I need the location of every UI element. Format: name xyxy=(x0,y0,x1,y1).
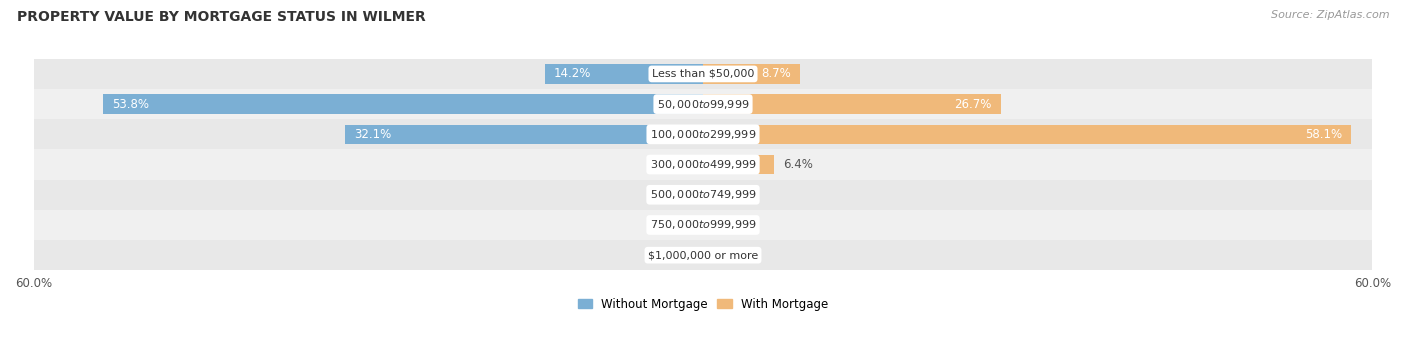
Bar xyxy=(544,64,703,84)
Bar xyxy=(0,240,1406,270)
Text: $1,000,000 or more: $1,000,000 or more xyxy=(648,250,758,260)
Text: $300,000 to $499,999: $300,000 to $499,999 xyxy=(650,158,756,171)
Text: 0.0%: 0.0% xyxy=(665,249,695,262)
Text: Less than $50,000: Less than $50,000 xyxy=(652,69,754,79)
Text: Source: ZipAtlas.com: Source: ZipAtlas.com xyxy=(1271,10,1389,20)
Text: 32.1%: 32.1% xyxy=(354,128,391,141)
Legend: Without Mortgage, With Mortgage: Without Mortgage, With Mortgage xyxy=(574,293,832,315)
Text: 0.0%: 0.0% xyxy=(711,249,741,262)
Text: $500,000 to $749,999: $500,000 to $749,999 xyxy=(650,188,756,201)
Text: 8.7%: 8.7% xyxy=(762,67,792,81)
Bar xyxy=(703,155,775,174)
Text: 6.4%: 6.4% xyxy=(783,158,813,171)
Text: 26.7%: 26.7% xyxy=(955,98,993,111)
Text: 0.0%: 0.0% xyxy=(711,219,741,232)
Text: $50,000 to $99,999: $50,000 to $99,999 xyxy=(657,98,749,111)
Text: PROPERTY VALUE BY MORTGAGE STATUS IN WILMER: PROPERTY VALUE BY MORTGAGE STATUS IN WIL… xyxy=(17,10,426,24)
Bar xyxy=(344,124,703,144)
Bar xyxy=(703,64,800,84)
Bar xyxy=(0,180,1406,210)
Bar xyxy=(0,89,1406,119)
Text: $750,000 to $999,999: $750,000 to $999,999 xyxy=(650,219,756,232)
Bar xyxy=(0,59,1406,89)
Bar xyxy=(0,150,1406,180)
Text: 0.0%: 0.0% xyxy=(665,158,695,171)
Bar xyxy=(0,119,1406,150)
Bar xyxy=(703,124,1351,144)
Text: 53.8%: 53.8% xyxy=(111,98,149,111)
Bar xyxy=(0,210,1406,240)
Text: 58.1%: 58.1% xyxy=(1305,128,1343,141)
Text: 14.2%: 14.2% xyxy=(554,67,591,81)
Text: 0.0%: 0.0% xyxy=(665,188,695,201)
Text: $100,000 to $299,999: $100,000 to $299,999 xyxy=(650,128,756,141)
Bar xyxy=(703,94,1001,114)
Bar xyxy=(103,94,703,114)
Text: 0.0%: 0.0% xyxy=(665,219,695,232)
Text: 0.0%: 0.0% xyxy=(711,188,741,201)
